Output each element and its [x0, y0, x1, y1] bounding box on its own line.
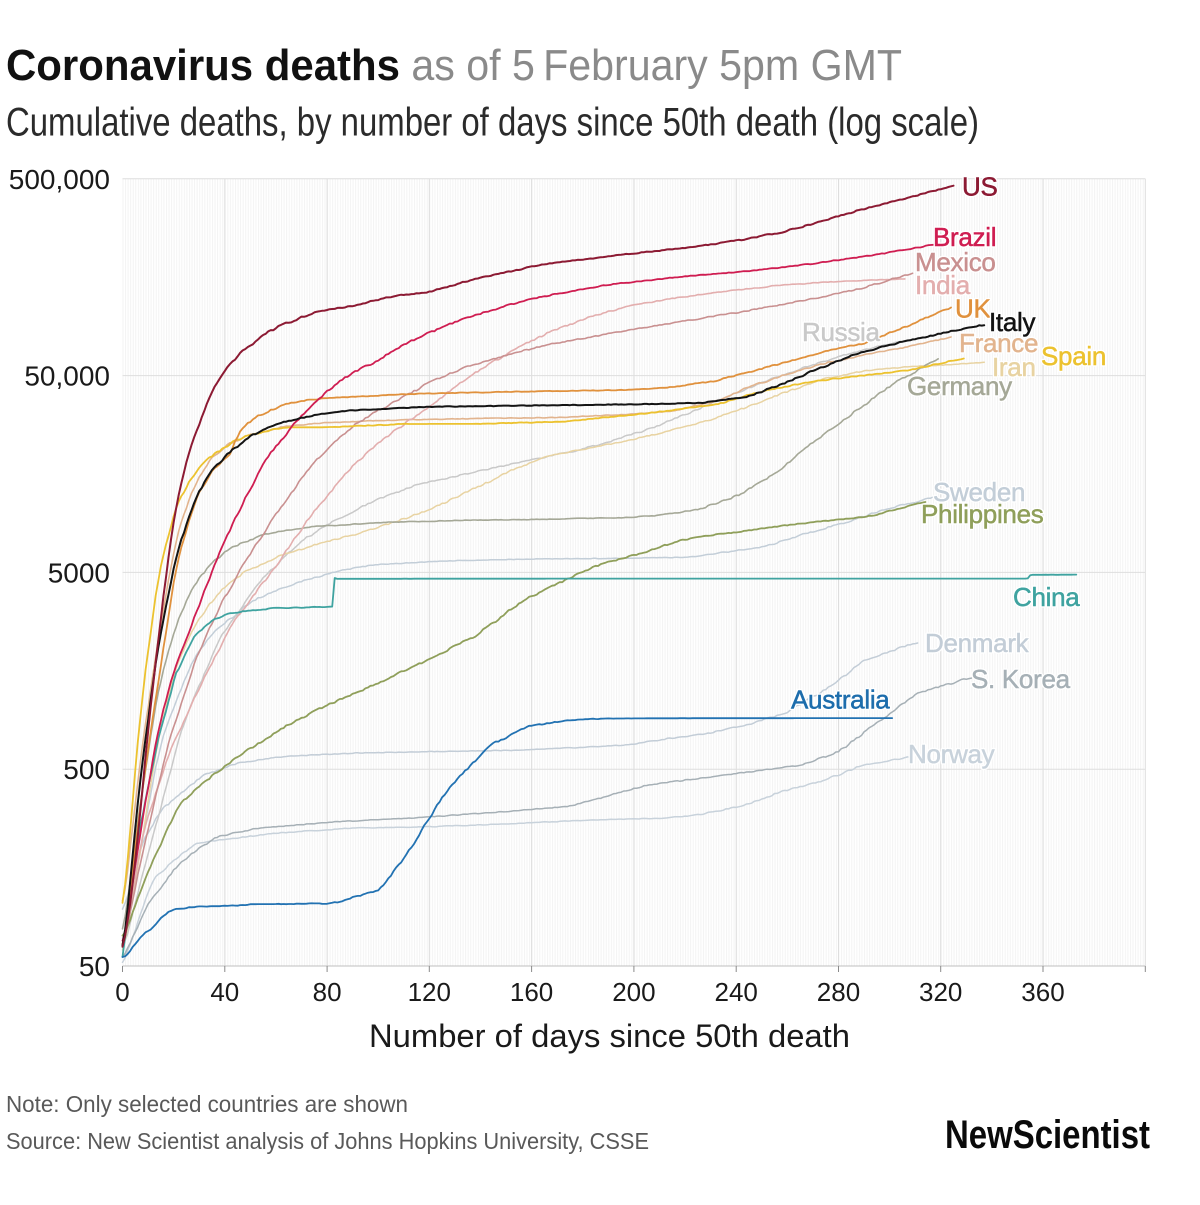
svg-text:UK: UK [955, 294, 991, 324]
svg-text:Russia: Russia [802, 317, 881, 347]
svg-text:S. Korea: S. Korea [971, 664, 1071, 694]
svg-text:Denmark: Denmark [925, 628, 1030, 658]
svg-text:Spain: Spain [1041, 341, 1106, 371]
svg-text:India: India [915, 270, 971, 300]
svg-text:Philippines: Philippines [921, 499, 1044, 529]
svg-text:Italy: Italy [989, 307, 1035, 337]
svg-text:5000: 5000 [48, 557, 110, 588]
svg-text:Source: New Scientist analysis: Source: New Scientist analysis of Johns … [6, 1128, 649, 1154]
svg-text:Germany: Germany [907, 371, 1012, 401]
svg-text:China: China [1013, 582, 1080, 612]
svg-text:China: China [1013, 582, 1080, 612]
svg-text:360: 360 [1021, 977, 1064, 1007]
svg-text:US: US [962, 172, 998, 202]
svg-text:40: 40 [210, 977, 239, 1007]
svg-text:80: 80 [313, 977, 342, 1007]
svg-text:S. Korea: S. Korea [971, 664, 1071, 694]
svg-text:Mexico: Mexico [915, 247, 996, 277]
svg-text:UK: UK [955, 294, 991, 324]
svg-text:Brazil: Brazil [933, 222, 996, 252]
svg-text:Denmark: Denmark [925, 628, 1030, 658]
svg-text:160: 160 [510, 977, 553, 1007]
svg-text:Brazil: Brazil [933, 222, 996, 252]
svg-text:Sweden: Sweden [933, 477, 1025, 507]
svg-text:Iran: Iran [992, 352, 1036, 382]
svg-text:India: India [915, 270, 971, 300]
svg-text:500,000: 500,000 [9, 164, 110, 195]
svg-text:France: France [959, 328, 1038, 358]
svg-text:0: 0 [115, 977, 129, 1007]
svg-text:Coronavirus deaths as of 5 Feb: Coronavirus deaths as of 5 February 5pm … [6, 41, 902, 90]
svg-text:Philippines: Philippines [921, 499, 1044, 529]
svg-text:Cumulative deaths, by number o: Cumulative deaths, by number of days sin… [6, 101, 979, 145]
svg-text:Italy: Italy [989, 307, 1035, 337]
svg-text:320: 320 [919, 977, 962, 1007]
svg-text:Iran: Iran [992, 352, 1036, 382]
svg-text:120: 120 [408, 977, 451, 1007]
svg-text:Norway: Norway [908, 739, 995, 769]
svg-text:280: 280 [817, 977, 860, 1007]
svg-text:NewScientist: NewScientist [945, 1113, 1150, 1157]
svg-text:Spain: Spain [1041, 341, 1106, 371]
svg-text:Sweden: Sweden [933, 477, 1025, 507]
svg-text:US: US [962, 172, 998, 202]
svg-text:Note: Only selected countries: Note: Only selected countries are shown [6, 1091, 408, 1117]
svg-text:Mexico: Mexico [915, 247, 996, 277]
svg-text:240: 240 [715, 977, 758, 1007]
svg-text:Australia: Australia [791, 685, 890, 715]
svg-text:50: 50 [79, 951, 110, 982]
svg-text:Russia: Russia [802, 317, 881, 347]
svg-text:Number of days since 50th deat: Number of days since 50th death [369, 1018, 850, 1054]
svg-text:50,000: 50,000 [24, 361, 110, 392]
svg-text:Australia: Australia [791, 685, 890, 715]
svg-text:200: 200 [612, 977, 655, 1007]
svg-text:Norway: Norway [908, 739, 995, 769]
svg-text:500: 500 [63, 754, 110, 785]
svg-text:Germany: Germany [907, 371, 1012, 401]
svg-text:France: France [959, 328, 1038, 358]
